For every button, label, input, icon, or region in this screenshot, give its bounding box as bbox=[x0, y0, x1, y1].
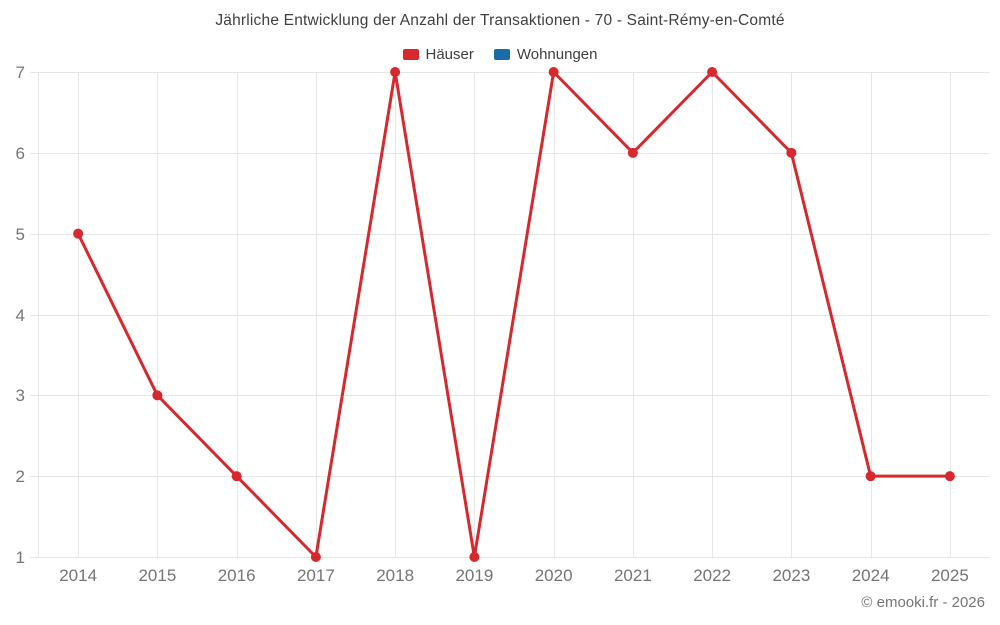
data-point-2018[interactable] bbox=[390, 67, 401, 77]
y-tick-label: 5 bbox=[16, 225, 25, 244]
x-tick-label: 2025 bbox=[931, 566, 969, 585]
x-tick-label: 2023 bbox=[772, 566, 810, 585]
chart-legend: Häuser Wohnungen bbox=[0, 46, 1000, 63]
x-tick-label: 2016 bbox=[218, 566, 256, 585]
x-tick-label: 2014 bbox=[59, 566, 97, 585]
x-tick-label: 2020 bbox=[535, 566, 573, 585]
legend-label-wohnungen: Wohnungen bbox=[516, 46, 598, 63]
legend-item-wohnungen[interactable]: Wohnungen bbox=[493, 46, 598, 63]
y-tick-label: 4 bbox=[16, 306, 25, 325]
x-tick-label: 2017 bbox=[297, 566, 335, 585]
data-point-2024[interactable] bbox=[865, 471, 876, 482]
data-point-2014[interactable] bbox=[73, 228, 84, 239]
legend-label-hauser: Häuser bbox=[425, 46, 474, 63]
y-tick-label: 7 bbox=[16, 63, 25, 82]
data-point-2015[interactable] bbox=[152, 390, 163, 401]
data-point-2017[interactable] bbox=[310, 552, 321, 562]
data-point-2020[interactable] bbox=[548, 67, 559, 77]
y-tick-label: 2 bbox=[16, 467, 25, 486]
x-tick-label: 2024 bbox=[852, 566, 890, 585]
data-point-2021[interactable] bbox=[627, 147, 638, 158]
copyright-text: © emooki.fr - 2026 bbox=[861, 594, 985, 611]
x-tick-label: 2015 bbox=[138, 566, 176, 585]
y-tick-label: 3 bbox=[16, 386, 25, 405]
data-point-2016[interactable] bbox=[231, 471, 242, 482]
data-point-2025[interactable] bbox=[944, 471, 955, 482]
x-tick-label: 2021 bbox=[614, 566, 652, 585]
legend-swatch-hauser-icon bbox=[402, 49, 419, 60]
data-point-2019[interactable] bbox=[469, 552, 480, 562]
series-line-0[interactable] bbox=[76, 70, 952, 559]
x-tick-label: 2018 bbox=[376, 566, 414, 585]
legend-item-hauser[interactable]: Häuser bbox=[402, 46, 474, 63]
x-tick-label: 2019 bbox=[455, 566, 493, 585]
x-tick-label: 2022 bbox=[693, 566, 731, 585]
data-point-2022[interactable] bbox=[707, 67, 718, 77]
y-tick-label: 6 bbox=[16, 144, 25, 163]
y-tick-label: 1 bbox=[16, 548, 25, 567]
chart-title: Jährliche Entwicklung der Anzahl der Tra… bbox=[215, 12, 785, 29]
data-point-2023[interactable] bbox=[786, 147, 797, 158]
legend-swatch-wohnungen-icon bbox=[493, 49, 510, 60]
